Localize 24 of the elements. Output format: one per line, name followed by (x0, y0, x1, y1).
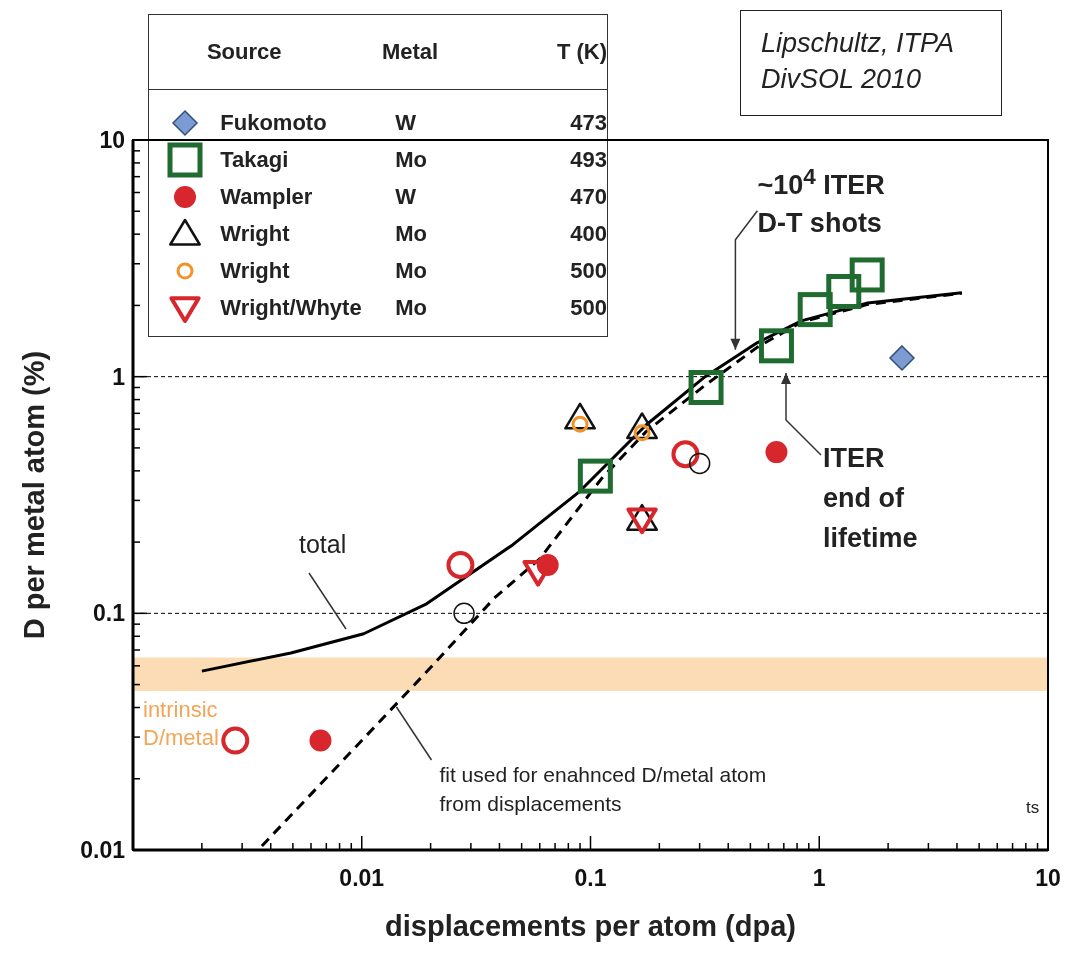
legend-title: Source Metal T (K) (206, 39, 607, 65)
y-tick-label: 1 (112, 363, 126, 390)
x-tick-label: 10 (1035, 865, 1061, 891)
y-tick-label: 0.1 (93, 600, 126, 627)
x-tick-label: 1 (812, 865, 826, 891)
band-label: intrinsic D/metal (143, 696, 219, 750)
legend-label: Wright/Whyte Mo 500 (220, 294, 607, 321)
annotation: total (299, 529, 347, 559)
x-tick-label: 0.1 (574, 865, 607, 891)
y-tick-label: 10 (99, 127, 125, 153)
legend-label: Wright Mo 500 (220, 257, 607, 284)
x-tick-label: 0.01 (339, 865, 385, 891)
x-axis-title: displacements per atom (dpa) (385, 910, 796, 942)
annotation: ts (1026, 798, 1040, 818)
legend-label: Fukomoto W 473 (220, 109, 607, 136)
annotation: fit used for enahnced D/metal atom from displacements (439, 761, 767, 817)
legend-label: Takagi Mo 493 (220, 146, 607, 173)
text: Lipschultz, ITPA DivSOL 2010 (761, 27, 956, 96)
y-axis-title: D per metal atom (%) (18, 350, 50, 640)
annotation: ~10$^{4}$ ITER D-T shots (757, 162, 885, 240)
legend-label: Wright Mo 400 (220, 220, 607, 247)
annotation: ITER end of lifetime (823, 442, 918, 555)
y-tick-label: 0.01 (80, 837, 126, 863)
legend-label: Wampler W 470 (220, 183, 607, 210)
